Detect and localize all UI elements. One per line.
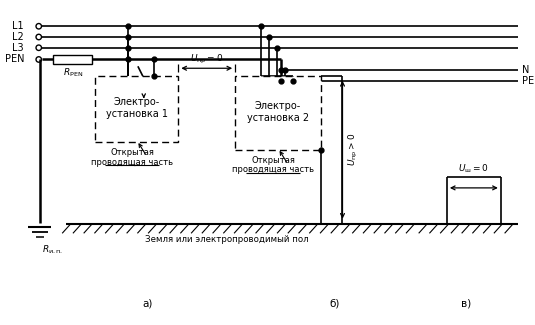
Text: N: N bbox=[522, 65, 530, 75]
Text: PE: PE bbox=[522, 76, 534, 86]
Bar bbox=[235, 76, 321, 150]
Text: $U_{\rm пр} > 0$: $U_{\rm пр} > 0$ bbox=[346, 133, 360, 166]
Text: Электро-: Электро- bbox=[114, 98, 160, 108]
Text: PEN: PEN bbox=[5, 55, 24, 64]
Text: установка 2: установка 2 bbox=[247, 113, 309, 123]
Text: $U_{\rm пр} = 0$: $U_{\rm пр} = 0$ bbox=[190, 53, 223, 66]
Text: установка 1: установка 1 bbox=[106, 109, 168, 119]
Text: Открытая: Открытая bbox=[251, 156, 295, 164]
Text: Открытая: Открытая bbox=[110, 148, 154, 157]
Text: $U_{\rm ш} = 0$: $U_{\rm ш} = 0$ bbox=[458, 162, 489, 175]
Text: а): а) bbox=[142, 299, 152, 309]
Text: $R_{\rm и.п.}$: $R_{\rm и.п.}$ bbox=[42, 243, 63, 255]
Text: L3: L3 bbox=[12, 43, 24, 53]
Text: $R_{\rm PEN}$: $R_{\rm PEN}$ bbox=[63, 66, 83, 79]
Text: в): в) bbox=[461, 299, 472, 309]
Text: Электро-: Электро- bbox=[255, 101, 301, 111]
Text: проводящая часть: проводящая часть bbox=[232, 165, 314, 174]
Text: проводящая часть: проводящая часть bbox=[91, 158, 173, 166]
Text: б): б) bbox=[330, 299, 340, 309]
Text: L2: L2 bbox=[12, 32, 24, 42]
Text: Земля или электропроводимый пол: Земля или электропроводимый пол bbox=[146, 235, 309, 244]
Text: L1: L1 bbox=[12, 21, 24, 31]
Bar bbox=[54, 55, 93, 64]
Bar bbox=[95, 76, 178, 142]
